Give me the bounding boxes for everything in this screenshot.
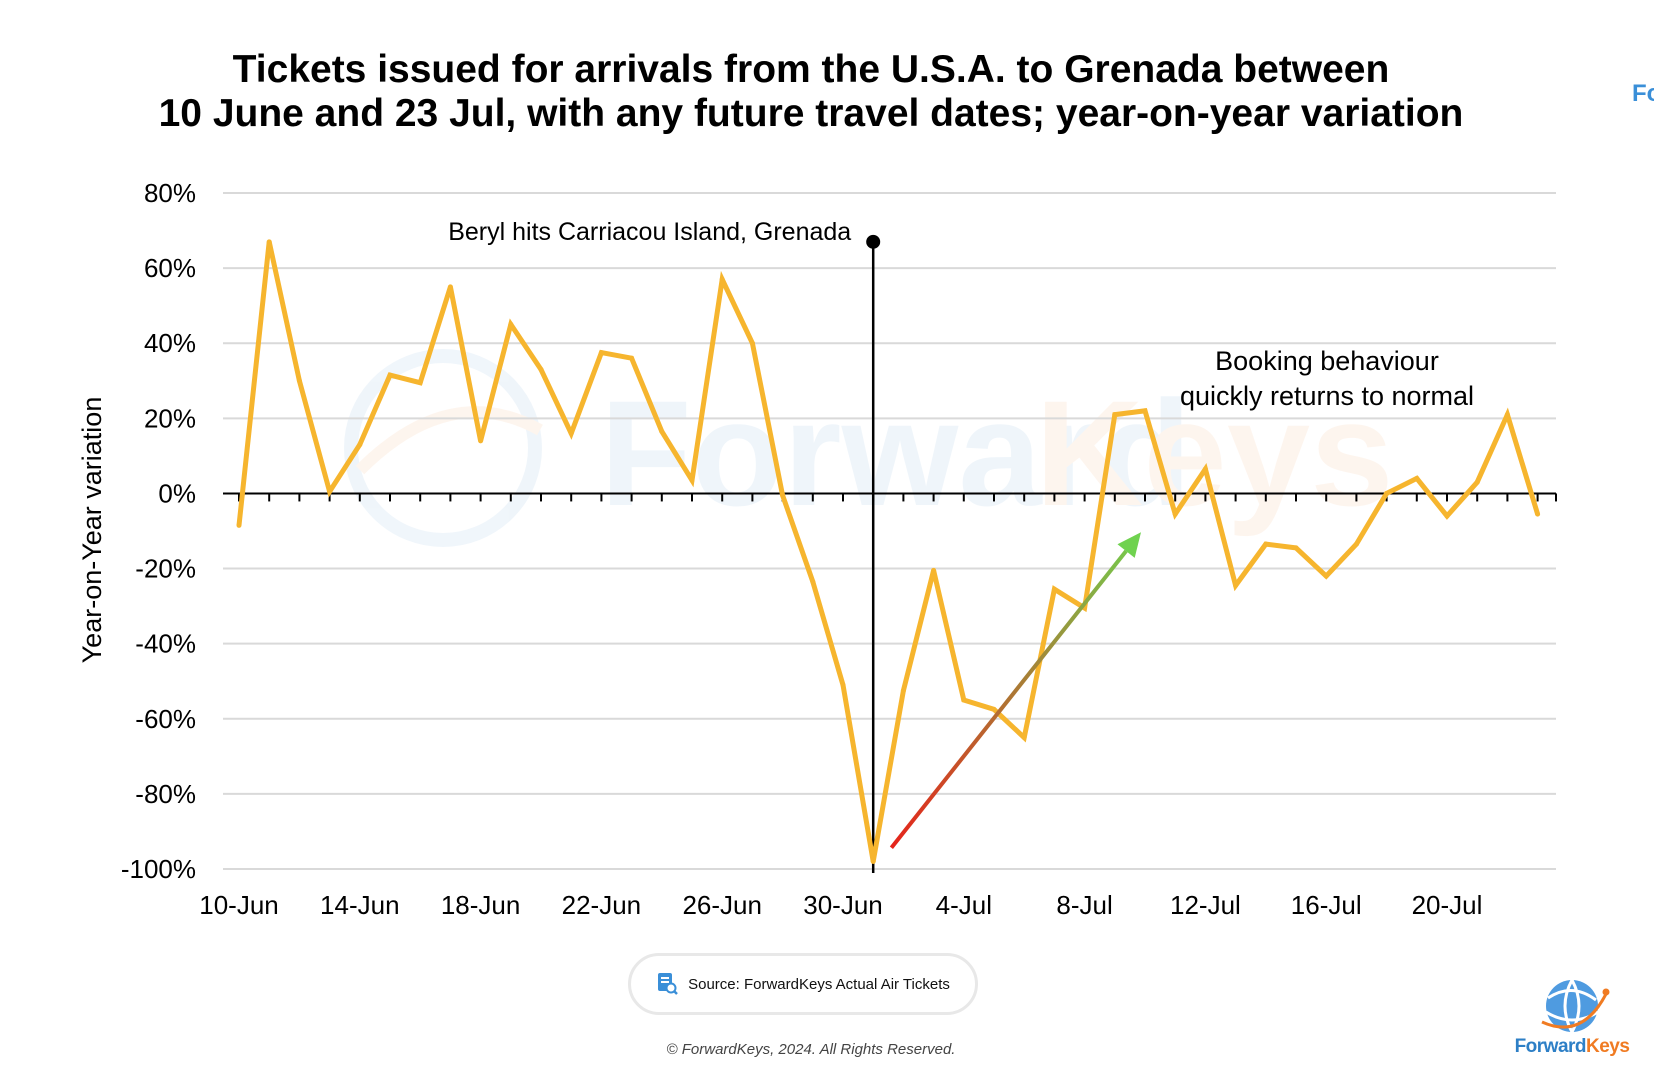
x-tick-label: 30-Jun: [803, 890, 883, 920]
y-tick-label: 0%: [158, 478, 196, 508]
chart-title: Tickets issued for arrivals from the U.S…: [0, 48, 1622, 136]
x-tick-label: 8-Jul: [1056, 890, 1112, 920]
data-point: [689, 477, 695, 483]
copyright-text: © ForwardKeys, 2024. All Rights Reserved…: [666, 1041, 956, 1058]
logo-keys-text: Keys: [1586, 1036, 1630, 1057]
data-point: [236, 522, 242, 528]
annotation-line1: Booking behaviour: [1215, 346, 1439, 376]
data-point: [1233, 582, 1239, 588]
annotation-line2: quickly returns to normal: [1180, 381, 1474, 411]
y-axis-label: Year-on-Year variation: [77, 397, 107, 664]
data-point: [1051, 586, 1057, 592]
watermark-globe-icon: [344, 349, 542, 547]
data-point: [1504, 412, 1510, 418]
trend-arrow: [889, 532, 1141, 849]
grid-lines: [223, 192, 1556, 870]
data-point: [1112, 412, 1118, 418]
y-tick-label: -20%: [135, 554, 196, 584]
data-point: [266, 239, 272, 245]
data-point: [749, 340, 755, 346]
x-tick-label: 26-Jun: [682, 890, 762, 920]
y-tick-label: 20%: [144, 403, 196, 433]
data-point: [387, 372, 393, 378]
data-point: [1142, 408, 1148, 414]
series-line: [236, 241, 1540, 862]
data-point: [719, 276, 725, 282]
y-tick-label: -40%: [135, 629, 196, 659]
data-point: [629, 355, 635, 361]
logo-forward-text: Forward: [1514, 1036, 1587, 1057]
source-badge: Source: ForwardKeys Actual Air Tickets: [628, 953, 978, 1015]
forwardkeys-globe-icon: [1541, 979, 1610, 1033]
data-point: [296, 378, 302, 384]
data-point: [1535, 511, 1541, 517]
x-tick-label: 18-Jun: [441, 890, 521, 920]
data-point: [870, 858, 876, 864]
data-point: [327, 489, 333, 495]
document-search-icon: [658, 973, 678, 995]
trend-arrow-head: [1117, 532, 1141, 558]
data-point: [417, 380, 423, 386]
chart-title-line2: 10 June and 23 Jul, with any future trav…: [158, 92, 1464, 135]
data-point: [900, 688, 906, 694]
data-point: [1353, 541, 1359, 547]
x-tick-label: 4-Jul: [936, 890, 992, 920]
data-point: [598, 350, 604, 356]
x-tick-label: 20-Jul: [1412, 890, 1483, 920]
y-tick-label: 60%: [144, 253, 196, 283]
data-point: [568, 430, 574, 436]
data-point: [447, 284, 453, 290]
data-point: [780, 492, 786, 498]
data-point: [478, 438, 484, 444]
chart-title-line1: Tickets issued for arrivals from the U.S…: [232, 48, 1390, 91]
y-tick-label: -60%: [135, 704, 196, 734]
corner-brand-text: Fo: [1632, 80, 1654, 107]
x-tick-label: 16-Jul: [1291, 890, 1362, 920]
data-point: [1202, 466, 1208, 472]
data-point: [508, 321, 514, 327]
x-tick-label: 22-Jun: [562, 890, 642, 920]
trend-arrow-line: [889, 549, 1128, 849]
data-point: [961, 697, 967, 703]
data-point: [1021, 735, 1027, 741]
x-tick-label: 10-Jun: [199, 890, 279, 920]
y-tick-label: 40%: [144, 328, 196, 358]
data-point: [931, 567, 937, 573]
data-point: [810, 579, 816, 585]
x-axis-tick-labels: 10-Jun 14-Jun 18-Jun 22-Jun 26-Jun 30-Jun 4-Ju…: [199, 890, 1482, 920]
data-point: [1444, 513, 1450, 519]
y-tick-label: 80%: [144, 178, 196, 208]
data-point: [1293, 545, 1299, 551]
data-point: [1323, 573, 1329, 579]
data-point: [840, 682, 846, 688]
data-point: [1263, 541, 1269, 547]
source-text: Source: ForwardKeys Actual Air Tickets: [688, 975, 950, 993]
data-point: [1172, 511, 1178, 517]
event-marker: Beryl hits Carriacou Island, Grenada: [448, 218, 881, 873]
data-point: [538, 367, 544, 373]
x-tick-label: 14-Jun: [320, 890, 400, 920]
data-point: [357, 442, 363, 448]
event-marker-dot: [866, 234, 881, 249]
data-point: [1384, 490, 1390, 496]
event-marker-label: Beryl hits Carriacou Island, Grenada: [448, 218, 851, 246]
data-point: [1414, 475, 1420, 481]
y-axis-tick-labels: 80% 60% 40% 20% 0% -20% -40% -60% -80% -100%: [121, 178, 196, 884]
watermark-orbit: [355, 406, 543, 475]
data-point: [1474, 479, 1480, 485]
data-point: [991, 706, 997, 712]
x-tick-label: 12-Jul: [1170, 890, 1241, 920]
y-tick-label: -100%: [121, 854, 196, 884]
y-tick-label: -80%: [135, 779, 196, 809]
data-point: [659, 428, 665, 434]
forwardkeys-logo-text: ForwardKeys: [1512, 1036, 1632, 1058]
